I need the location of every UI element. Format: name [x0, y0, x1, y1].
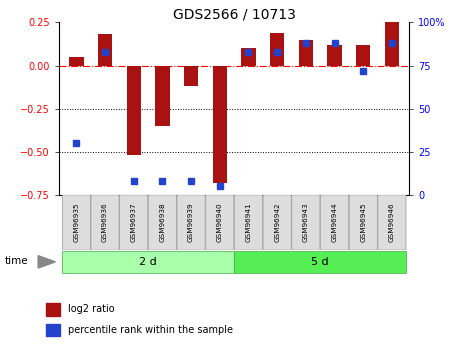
Text: percentile rank within the sample: percentile rank within the sample [68, 325, 233, 335]
Bar [46, 303, 60, 316]
Text: log2 ratio: log2 ratio [68, 304, 114, 314]
Text: GSM96941: GSM96941 [245, 203, 252, 242]
Text: time: time [5, 256, 28, 266]
Bar [234, 251, 406, 273]
Text: GSM96935: GSM96935 [73, 203, 79, 242]
Bar [270, 33, 284, 66]
Text: GSM96938: GSM96938 [159, 203, 166, 242]
Bar [98, 34, 112, 66]
Text: GSM96939: GSM96939 [188, 203, 194, 242]
FancyBboxPatch shape [62, 195, 90, 250]
Bar [69, 57, 84, 66]
FancyBboxPatch shape [235, 195, 263, 250]
Bar [184, 66, 198, 86]
Text: GSM96936: GSM96936 [102, 203, 108, 242]
Text: GSM96942: GSM96942 [274, 203, 280, 242]
FancyBboxPatch shape [120, 195, 148, 250]
Bar [241, 48, 255, 66]
Bar [327, 45, 342, 66]
Bar [62, 251, 234, 273]
Text: GSM96945: GSM96945 [360, 203, 366, 242]
Bar [298, 40, 313, 66]
Text: GSM96940: GSM96940 [217, 203, 223, 242]
Polygon shape [38, 256, 55, 268]
FancyBboxPatch shape [177, 195, 205, 250]
Text: GSM96944: GSM96944 [332, 203, 338, 242]
Bar [385, 22, 399, 66]
FancyBboxPatch shape [149, 195, 176, 250]
Text: GSM96937: GSM96937 [131, 203, 137, 242]
FancyBboxPatch shape [321, 195, 349, 250]
Bar [127, 66, 141, 155]
FancyBboxPatch shape [91, 195, 119, 250]
Text: GSM96943: GSM96943 [303, 203, 309, 242]
Title: GDS2566 / 10713: GDS2566 / 10713 [173, 7, 296, 21]
Text: 5 d: 5 d [311, 257, 329, 267]
Text: GSM96946: GSM96946 [389, 203, 395, 242]
FancyBboxPatch shape [206, 195, 234, 250]
Bar [155, 66, 170, 126]
Bar [46, 324, 60, 336]
FancyBboxPatch shape [292, 195, 320, 250]
Text: 2 d: 2 d [139, 257, 157, 267]
FancyBboxPatch shape [349, 195, 377, 250]
Bar [356, 45, 370, 66]
FancyBboxPatch shape [378, 195, 406, 250]
Bar [213, 66, 227, 183]
FancyBboxPatch shape [263, 195, 291, 250]
